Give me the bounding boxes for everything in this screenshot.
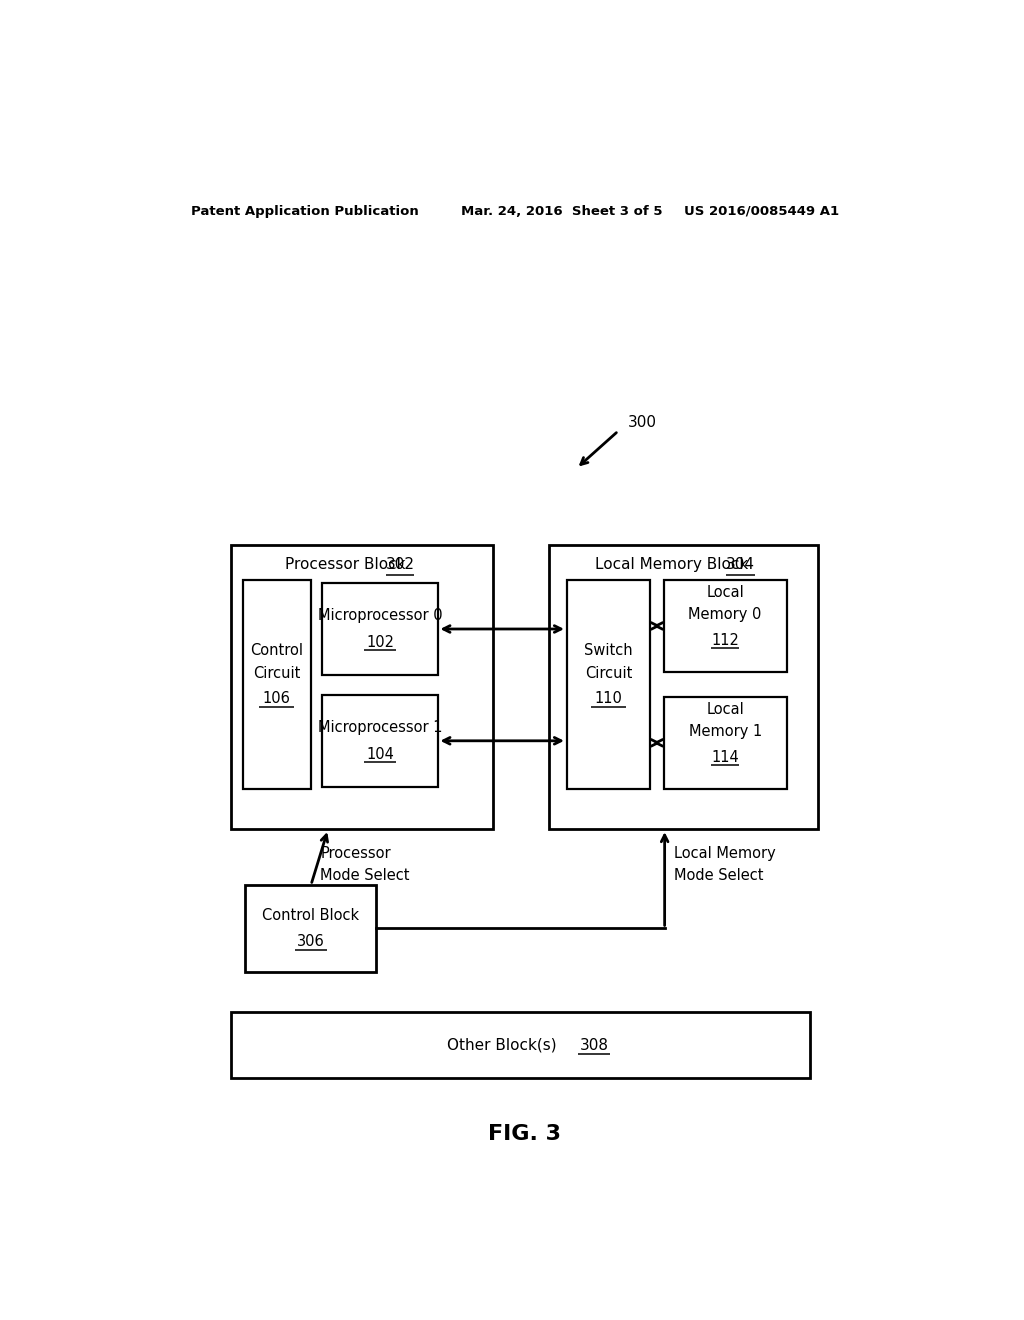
Text: Mode Select: Mode Select (321, 869, 410, 883)
Text: 104: 104 (366, 747, 394, 762)
Text: Processor: Processor (321, 846, 391, 861)
Text: Other Block(s): Other Block(s) (446, 1038, 566, 1053)
Text: Memory 0: Memory 0 (688, 607, 762, 622)
Text: Local Memory: Local Memory (674, 846, 776, 861)
Bar (231, 545, 494, 829)
Bar (231, 1012, 811, 1078)
Text: 308: 308 (580, 1038, 608, 1053)
Text: Switch: Switch (585, 643, 633, 659)
Text: 112: 112 (712, 632, 739, 648)
Text: 302: 302 (386, 557, 415, 573)
Text: 102: 102 (366, 635, 394, 649)
Bar (323, 696, 437, 787)
Bar (549, 545, 818, 829)
Text: Microprocessor 0: Microprocessor 0 (317, 609, 442, 623)
Text: Patent Application Publication: Patent Application Publication (191, 205, 419, 218)
Text: Circuit: Circuit (253, 665, 300, 681)
Text: 106: 106 (263, 692, 291, 706)
Text: 304: 304 (726, 557, 755, 573)
Text: 300: 300 (628, 416, 657, 430)
Text: Mar. 24, 2016  Sheet 3 of 5: Mar. 24, 2016 Sheet 3 of 5 (461, 205, 663, 218)
Text: Local: Local (707, 585, 744, 599)
Text: Control Block: Control Block (262, 908, 359, 923)
Text: FIG. 3: FIG. 3 (488, 1125, 561, 1144)
Bar (567, 581, 650, 788)
Text: Mode Select: Mode Select (674, 869, 764, 883)
Bar (664, 581, 786, 672)
Text: 306: 306 (297, 935, 325, 949)
Bar (664, 697, 786, 788)
Bar (243, 581, 310, 788)
Bar (323, 583, 437, 675)
Text: 110: 110 (595, 692, 623, 706)
Text: Microprocessor 1: Microprocessor 1 (317, 721, 442, 735)
Text: Circuit: Circuit (585, 665, 632, 681)
Text: Memory 1: Memory 1 (688, 725, 762, 739)
Text: Processor Block: Processor Block (285, 557, 411, 573)
Bar (246, 886, 377, 972)
Text: Local Memory Block: Local Memory Block (595, 557, 753, 573)
Text: Local: Local (707, 702, 744, 717)
Text: US 2016/0085449 A1: US 2016/0085449 A1 (684, 205, 839, 218)
Text: 114: 114 (712, 750, 739, 764)
Text: Control: Control (250, 643, 303, 659)
